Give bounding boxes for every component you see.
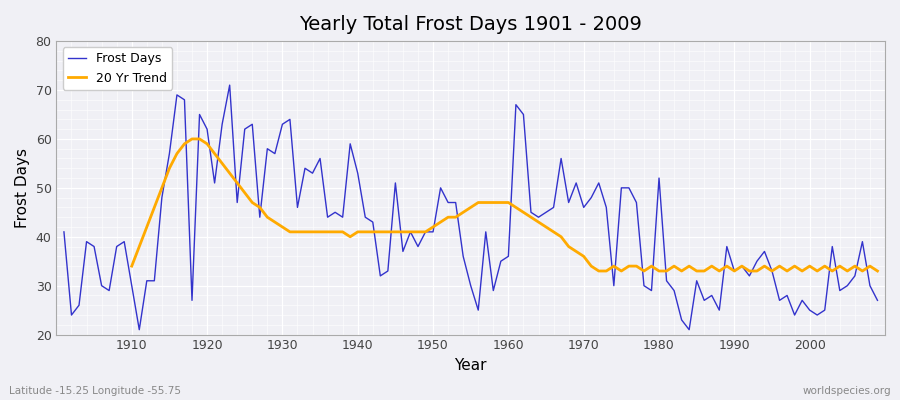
Frost Days (518, 112, 529, 117)
Frost Days (345, 142, 356, 146)
20 Yr Trend (277, 224, 288, 229)
Frost Days (58, 230, 69, 234)
20 Yr Trend (518, 210, 529, 215)
Line: Frost Days: Frost Days (64, 85, 878, 330)
20 Yr Trend (827, 268, 838, 273)
Text: worldspecies.org: worldspecies.org (803, 386, 891, 396)
Line: 20 Yr Trend: 20 Yr Trend (131, 139, 877, 271)
20 Yr Trend (579, 254, 590, 259)
20 Yr Trend (186, 136, 197, 141)
Title: Yearly Total Frost Days 1901 - 2009: Yearly Total Frost Days 1901 - 2009 (300, 15, 642, 34)
Legend: Frost Days, 20 Yr Trend: Frost Days, 20 Yr Trend (63, 47, 173, 90)
20 Yr Trend (850, 264, 860, 268)
20 Yr Trend (126, 264, 137, 268)
Y-axis label: Frost Days: Frost Days (15, 148, 30, 228)
Text: Latitude -15.25 Longitude -55.75: Latitude -15.25 Longitude -55.75 (9, 386, 181, 396)
Frost Days (119, 239, 130, 244)
Frost Days (608, 283, 619, 288)
X-axis label: Year: Year (454, 358, 487, 373)
20 Yr Trend (872, 268, 883, 273)
Frost Days (872, 298, 883, 303)
20 Yr Trend (307, 230, 318, 234)
20 Yr Trend (593, 268, 604, 273)
Frost Days (300, 166, 310, 171)
Frost Days (134, 327, 145, 332)
Frost Days (510, 102, 521, 107)
Frost Days (224, 83, 235, 88)
